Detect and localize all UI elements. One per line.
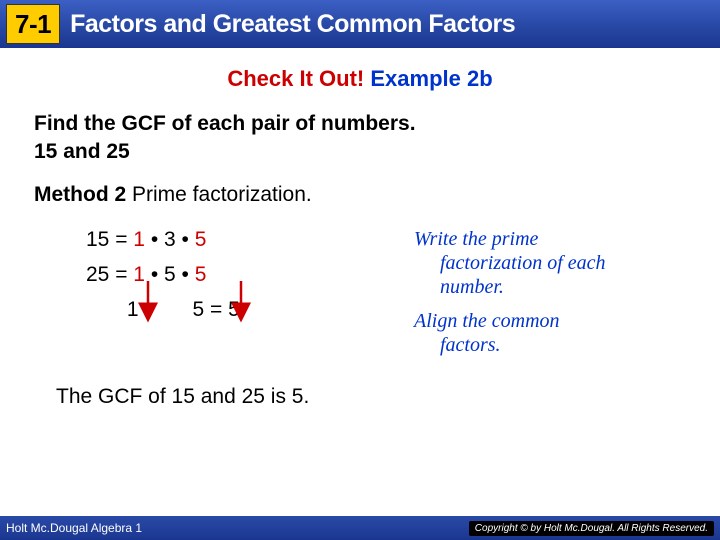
equation-column: 15 = 1 • 3 • 5 25 = 1 • 5 • 5 1 • 5 = 5 — [86, 229, 240, 320]
eq2-hl1: 1 — [133, 263, 145, 286]
check-it-out-blue: Example 2b — [364, 66, 492, 91]
method-line: Method 2 Prime factorization. — [34, 183, 686, 207]
note2-l1: Align the common — [414, 310, 560, 332]
header-title: Factors and Greatest Common Factors — [70, 10, 515, 39]
method-rest: Prime factorization. — [126, 183, 312, 206]
eq2-a: 25 = — [86, 263, 133, 286]
note-2: Align the common factors. — [414, 309, 606, 357]
note1-l1: Write the prime — [414, 228, 538, 250]
note1-l2: factorization of each — [414, 251, 606, 275]
note-1: Write the prime factorization of each nu… — [414, 227, 606, 299]
eq2-b: • 5 • — [145, 263, 195, 286]
section-number-box: 7-1 — [6, 4, 60, 44]
conclusion: The GCF of 15 and 25 is 5. — [56, 385, 686, 409]
section-number: 7-1 — [15, 9, 51, 40]
work-area: 15 = 1 • 3 • 5 25 = 1 • 5 • 5 1 • 5 = 5 … — [34, 227, 686, 377]
note1-l3: number. — [414, 275, 606, 299]
method-bold: Method 2 — [34, 183, 126, 206]
check-it-out-line: Check It Out! Example 2b — [34, 66, 686, 92]
eq1-b: • 3 • — [145, 228, 195, 251]
prompt: Find the GCF of each pair of numbers. 15… — [34, 110, 686, 167]
header-bar: 7-1 Factors and Greatest Common Factors — [0, 0, 720, 48]
equation-row-1: 15 = 1 • 3 • 5 — [86, 229, 240, 250]
footer-right: Copyright © by Holt Mc.Dougal. All Right… — [469, 521, 714, 536]
footer-left: Holt Mc.Dougal Algebra 1 — [6, 521, 142, 535]
slide-content: Check It Out! Example 2b Find the GCF of… — [0, 48, 720, 409]
eq2-hl2: 5 — [195, 263, 207, 286]
eq1-hl1: 1 — [133, 228, 145, 251]
eq1-hl2: 5 — [195, 228, 207, 251]
prompt-line-2: 15 and 25 — [34, 138, 686, 166]
note2-l2: factors. — [414, 333, 606, 357]
check-it-out-red: Check It Out! — [227, 66, 364, 91]
result-row: 1 • 5 = 5 — [86, 299, 240, 320]
footer-bar: Holt Mc.Dougal Algebra 1 Copyright © by … — [0, 516, 720, 540]
notes-column: Write the prime factorization of each nu… — [414, 227, 606, 357]
equation-row-2: 25 = 1 • 5 • 5 — [86, 264, 240, 285]
prompt-line-1: Find the GCF of each pair of numbers. — [34, 110, 686, 138]
eq1-a: 15 = — [86, 228, 133, 251]
